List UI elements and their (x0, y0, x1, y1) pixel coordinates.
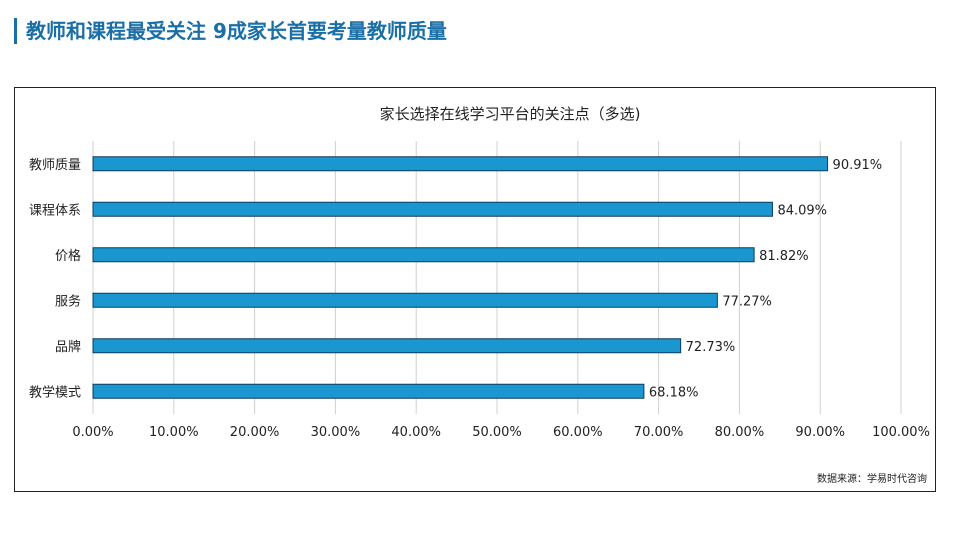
category-label: 价格 (55, 248, 81, 264)
bar-chart: 家长选择在线学习平台的关注点（多选) 0.00% 10.00% 20.00% 30.0… (29, 105, 930, 440)
x-tick-label: 80.00% (715, 425, 765, 440)
bar (92, 292, 718, 308)
page-heading: 教师和课程最受关注 9成家长首要考量教师质量 (14, 18, 447, 44)
x-tick-label: 60.00% (553, 425, 603, 440)
value-label: 84.09% (777, 203, 827, 218)
x-tick-label: 90.00% (795, 425, 845, 440)
x-tick-label: 0.00% (72, 425, 113, 440)
bar (92, 247, 755, 263)
category-label: 教学模式 (29, 384, 81, 400)
x-tick-label: 100.00% (872, 425, 930, 440)
category-label: 教师质量 (29, 157, 81, 173)
category-label: 课程体系 (29, 203, 81, 218)
bar (92, 201, 773, 217)
bar (92, 156, 829, 172)
value-label: 90.91% (833, 158, 883, 173)
bar (92, 338, 682, 354)
x-tick-label: 50.00% (472, 425, 522, 440)
x-tick-label: 30.00% (311, 425, 361, 440)
value-label: 81.82% (759, 249, 809, 264)
chart-title: 家长选择在线学习平台的关注点（多选) (380, 105, 641, 123)
category-label: 品牌 (55, 339, 81, 355)
x-tick-label: 10.00% (149, 425, 199, 440)
value-label: 72.73% (686, 340, 736, 355)
data-source-note: 数据来源：学易时代咨询 (817, 474, 927, 485)
x-tick-label: 20.00% (230, 425, 280, 440)
value-label: 77.27% (722, 294, 772, 309)
bar (92, 383, 645, 399)
chart-panel: 家长选择在线学习平台的关注点（多选) 0.00% 10.00% 20.00% 30.0… (14, 87, 936, 492)
value-label: 68.18% (649, 385, 699, 400)
category-label: 服务 (55, 293, 81, 309)
x-tick-label: 70.00% (634, 425, 684, 440)
x-tick-label: 40.00% (391, 425, 441, 440)
